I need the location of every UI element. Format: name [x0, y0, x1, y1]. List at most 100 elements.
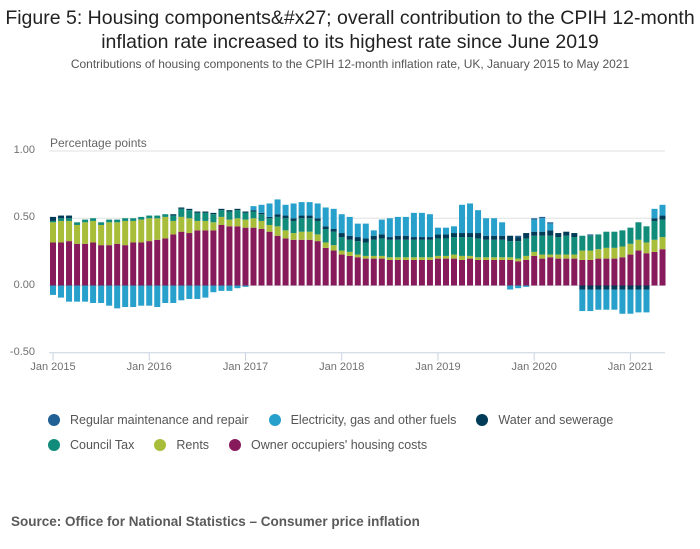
bar-segment-electricity-gas-and-other-fuels [442, 227, 449, 235]
bar-segment-electricity-gas-and-other-fuels [90, 285, 97, 303]
bar-segment-rents [154, 218, 161, 240]
legend-item-regular-maintenance[interactable]: Regular maintenance and repair [48, 413, 249, 427]
bar-segment-electricity-gas-and-other-fuels [250, 206, 257, 211]
bar-segment-rents [330, 245, 337, 251]
y-tick-label: 1.00 [13, 144, 35, 156]
bar-segment-owner-occupiers-housing-costs [58, 242, 65, 286]
bar-segment-electricity-gas-and-other-fuels [298, 202, 305, 216]
bar-segment-water-and-sewerage [547, 230, 554, 236]
x-tick-label: Jan 2016 [126, 361, 172, 373]
bar-segment-rents [322, 242, 329, 248]
bar-segment-council-tax [130, 218, 137, 221]
bar-segment-water-and-sewerage [258, 212, 265, 215]
bar-segment-owner-occupiers-housing-costs [378, 258, 385, 286]
bar-segment-rents [563, 254, 570, 259]
bar-segment-council-tax [66, 218, 73, 221]
bar-segment-water-and-sewerage [635, 285, 642, 290]
bar-segment-council-tax [659, 219, 666, 238]
bar-segment-owner-occupiers-housing-costs [627, 254, 634, 286]
bar-segment-electricity-gas-and-other-fuels [659, 204, 666, 216]
bar-segment-water-and-sewerage [619, 285, 626, 290]
bar-segment-council-tax [483, 239, 490, 258]
bar-segment-rents [651, 239, 658, 252]
bar-segment-electricity-gas-and-other-fuels [410, 212, 417, 238]
bar-segment-water-and-sewerage [491, 235, 498, 240]
bar-segment-electricity-gas-and-other-fuels [523, 285, 530, 287]
legend-item-electricity[interactable]: Electricity, gas and other fuels [268, 412, 457, 427]
bar-segment-owner-occupiers-housing-costs [74, 243, 81, 286]
legend-item-ooh[interactable]: Owner occupiers' housing costs [229, 438, 427, 452]
bar-segment-owner-occupiers-housing-costs [98, 245, 105, 286]
bar-segment-council-tax [58, 218, 65, 221]
bar-segment-electricity-gas-and-other-fuels [459, 204, 466, 234]
bar-segment-owner-occupiers-housing-costs [330, 250, 337, 286]
bar-segment-rents [106, 222, 113, 246]
bar-segment-rents [507, 257, 514, 260]
bar-segment-water-and-sewerage [210, 212, 217, 215]
bar-segment-owner-occupiers-housing-costs [170, 234, 177, 286]
bar-segment-water-and-sewerage [338, 233, 345, 238]
legend-item-water[interactable]: Water and sewerage [476, 413, 613, 427]
bar-segment-rents [234, 218, 241, 227]
bar-segment-council-tax [306, 218, 313, 232]
bar-segment-electricity-gas-and-other-fuels [515, 285, 522, 289]
legend-swatch-regular-maintenance [48, 413, 60, 426]
bar-segment-water-and-sewerage [274, 214, 281, 217]
bar-segment-rents [202, 220, 209, 231]
bar-segment-council-tax [394, 239, 401, 258]
bar-segment-rents [186, 218, 193, 234]
bar-segment-electricity-gas-and-other-fuels [74, 285, 81, 302]
bar-segment-owner-occupiers-housing-costs [82, 243, 89, 286]
bar-segment-owner-occupiers-housing-costs [282, 238, 289, 286]
bar-segment-owner-occupiers-housing-costs [619, 257, 626, 286]
legend-label-water: Water and sewerage [498, 412, 614, 427]
bar-segment-council-tax [459, 237, 466, 256]
bar-segment-owner-occupiers-housing-costs [154, 239, 161, 286]
bar-segment-water-and-sewerage [523, 233, 530, 239]
legend-label-electricity: Electricity, gas and other fuels [290, 412, 457, 427]
legend: Regular maintenance and repair Electrici… [48, 407, 633, 457]
bar-segment-electricity-gas-and-other-fuels [346, 216, 353, 236]
bar-segment-council-tax [162, 214, 169, 217]
bar-segment-council-tax [587, 235, 594, 251]
bar-segment-council-tax [218, 210, 225, 217]
bar-segment-rents [547, 254, 554, 258]
y-tick-label: 0.00 [13, 278, 35, 291]
bar-segment-council-tax [370, 239, 377, 256]
bar-segment-electricity-gas-and-other-fuels [330, 208, 337, 230]
bar-segment-electricity-gas-and-other-fuels [475, 210, 482, 234]
bar-segment-water-and-sewerage [290, 218, 297, 221]
bar-segment-electricity-gas-and-other-fuels [194, 285, 201, 299]
bar-segment-rents [146, 218, 153, 242]
legend-label-council-tax: Council Tax [70, 437, 135, 452]
y-tick-label: 0.50 [13, 211, 35, 224]
legend-label-ooh: Owner occupiers' housing costs [251, 437, 428, 452]
legend-item-council-tax[interactable]: Council Tax [48, 438, 134, 452]
bar-segment-water-and-sewerage [595, 285, 602, 290]
bar-segment-owner-occupiers-housing-costs [362, 258, 369, 286]
legend-item-rents[interactable]: Rents [154, 438, 209, 452]
bar-segment-council-tax [362, 242, 369, 256]
bar-segment-electricity-gas-and-other-fuels [587, 289, 594, 312]
bar-segment-rents [483, 257, 490, 260]
bar-segment-water-and-sewerage [354, 237, 361, 242]
bar-segment-owner-occupiers-housing-costs [499, 259, 506, 286]
bar-segment-rents [370, 255, 377, 259]
bar-segment-electricity-gas-and-other-fuels [370, 230, 377, 236]
bar-segment-electricity-gas-and-other-fuels [595, 289, 602, 310]
bar-segment-owner-occupiers-housing-costs [218, 224, 225, 286]
bar-segment-electricity-gas-and-other-fuels [394, 216, 401, 236]
bar-segment-council-tax [571, 237, 578, 255]
bar-segment-owner-occupiers-housing-costs [114, 243, 121, 286]
bar-segment-owner-occupiers-housing-costs [659, 249, 666, 286]
bar-segment-electricity-gas-and-other-fuels [434, 227, 441, 235]
bar-segment-owner-occupiers-housing-costs [346, 255, 353, 286]
legend-label-rents: Rents [176, 437, 210, 452]
bar-segment-council-tax [250, 211, 257, 219]
bar-segment-owner-occupiers-housing-costs [635, 250, 642, 286]
bar-segment-electricity-gas-and-other-fuels [146, 285, 153, 306]
bar-segment-owner-occupiers-housing-costs [459, 259, 466, 286]
bar-segment-electricity-gas-and-other-fuels [306, 202, 313, 216]
bar-segment-council-tax [555, 237, 562, 255]
bar-segment-council-tax [595, 234, 602, 250]
